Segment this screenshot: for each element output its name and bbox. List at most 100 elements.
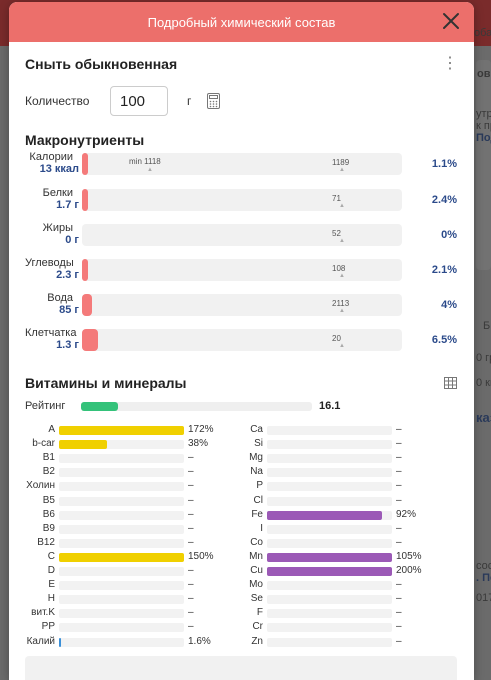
quantity-input[interactable] bbox=[110, 86, 168, 116]
more-options-icon[interactable]: ⋮ bbox=[442, 55, 458, 72]
nutrient-name: A bbox=[48, 424, 55, 435]
nutrient-percent: – bbox=[396, 452, 402, 464]
nutrient-row: Zn – bbox=[233, 636, 423, 649]
nutrient-name: Ca bbox=[250, 424, 263, 435]
nutrient-name: Zn bbox=[251, 635, 263, 647]
nutrient-name: F bbox=[256, 607, 263, 619]
nutrient-track bbox=[59, 581, 184, 591]
nutrient-percent: – bbox=[396, 480, 402, 492]
macro-percent: 2.4% bbox=[431, 194, 457, 206]
nutrient-track bbox=[267, 440, 392, 450]
nutrient-name: H bbox=[47, 593, 55, 605]
background-text: к пр bbox=[476, 120, 491, 132]
nutrient-track bbox=[267, 567, 392, 576]
nutrient-percent: – bbox=[188, 565, 194, 576]
rating-label: Рейтинг bbox=[25, 400, 66, 412]
macro-percent: 0% bbox=[441, 229, 457, 241]
close-button[interactable] bbox=[440, 10, 462, 32]
nutrient-name: Mn bbox=[249, 550, 263, 562]
macro-reference: 52 bbox=[332, 229, 341, 238]
calculator-icon[interactable] bbox=[207, 93, 221, 109]
bottom-card bbox=[25, 656, 457, 680]
background-text: утри bbox=[476, 108, 491, 120]
nutrient-name: B12 bbox=[37, 536, 55, 548]
nutrient-track bbox=[59, 538, 184, 548]
macro-name: Клетчатка bbox=[25, 327, 77, 339]
nutrient-row: B9 – bbox=[25, 523, 215, 536]
nutrient-row: Si – bbox=[233, 438, 423, 451]
nutrient-row: H – bbox=[25, 593, 215, 606]
nutrient-fill bbox=[59, 637, 61, 647]
macro-fill bbox=[82, 259, 88, 281]
nutrient-name: B1 bbox=[42, 452, 55, 464]
nutrient-row: PP – bbox=[25, 621, 215, 634]
macro-tick: ▲ bbox=[339, 308, 345, 314]
nutrient-row: A 172% bbox=[25, 424, 215, 437]
macro-track: 2113 ▲ bbox=[82, 294, 402, 316]
nutrient-row: Mn 105% bbox=[233, 551, 423, 564]
background-link[interactable]: Подр bbox=[476, 132, 491, 144]
background-card bbox=[476, 60, 491, 270]
nutrient-row: C 150% bbox=[25, 551, 215, 564]
nutrient-name: PP bbox=[41, 621, 55, 633]
background-link[interactable]: . По bbox=[476, 572, 491, 584]
macro-track: min 1118 ▲ 1189 ▲ bbox=[82, 153, 402, 175]
vitamins-header: Витамины и минералы bbox=[25, 375, 457, 391]
macro-row: Углеводы 2.3 г 108 ▲ 2.1% bbox=[25, 256, 457, 284]
nutrient-name: Se bbox=[250, 593, 263, 605]
macro-name: Белки bbox=[42, 187, 73, 199]
macro-row: Клетчатка 1.3 г 20 ▲ 6.5% bbox=[25, 326, 457, 354]
vitamins-heading: Витамины и минералы bbox=[25, 375, 187, 391]
nutrient-percent: – bbox=[188, 508, 194, 520]
nutrient-track bbox=[267, 609, 392, 619]
macro-tick: ▲ bbox=[339, 203, 345, 209]
nutrient-percent: – bbox=[396, 579, 402, 591]
macro-track: 52 ▲ bbox=[82, 224, 402, 246]
nutrient-percent: 105% bbox=[396, 550, 422, 562]
macro-min-label: min 1118 bbox=[129, 157, 161, 166]
nutrient-name: C bbox=[47, 550, 55, 562]
macro-row: Жиры 0 г 52 ▲ 0% bbox=[25, 221, 457, 249]
nutrient-track bbox=[59, 510, 184, 520]
nutrient-percent: – bbox=[396, 438, 402, 450]
nutrient-track bbox=[59, 595, 184, 605]
background-text: обав bbox=[474, 27, 491, 39]
nutrient-percent: 92% bbox=[396, 508, 417, 520]
nutrient-track bbox=[267, 538, 392, 548]
nutrient-fill bbox=[59, 426, 184, 435]
nutrient-percent: – bbox=[396, 466, 402, 478]
macro-reference: 71 bbox=[332, 194, 341, 203]
macro-fill bbox=[82, 294, 92, 316]
macro-fill bbox=[82, 189, 88, 211]
background-link[interactable]: каз bbox=[476, 410, 491, 425]
macro-reference: 20 bbox=[332, 334, 341, 343]
rating-fill bbox=[81, 402, 119, 411]
nutrient-name: Cr bbox=[252, 621, 263, 633]
nutrient-name: B9 bbox=[42, 522, 55, 534]
nutrient-percent: – bbox=[188, 579, 194, 591]
nutrient-fill bbox=[267, 552, 392, 562]
nutrient-percent: – bbox=[396, 607, 402, 619]
nutrient-row: I – bbox=[233, 523, 423, 536]
nutrient-percent: – bbox=[396, 621, 402, 633]
nutrient-percent: – bbox=[188, 494, 194, 506]
macro-tick: ▲ bbox=[339, 343, 345, 349]
nutrient-percent: – bbox=[188, 593, 194, 605]
background-text: сост bbox=[476, 560, 491, 572]
nutrient-percent: – bbox=[188, 607, 194, 619]
nutrient-track bbox=[267, 552, 392, 562]
macro-percent: 6.5% bbox=[431, 334, 457, 346]
nutrient-percent: 200% bbox=[396, 565, 422, 576]
macro-value: 2.3 г bbox=[56, 269, 79, 281]
nutrient-track bbox=[267, 595, 392, 605]
nutrient-row: Na – bbox=[233, 466, 423, 479]
macro-name: Углеводы bbox=[25, 257, 74, 269]
macro-name: Калории bbox=[29, 151, 73, 163]
nutrient-row: E – bbox=[25, 579, 215, 592]
rating-track bbox=[81, 402, 312, 411]
table-view-icon[interactable] bbox=[444, 377, 457, 389]
macro-tick: ▲ bbox=[339, 238, 345, 244]
nutrient-track bbox=[267, 524, 392, 534]
food-title: Сныть обыкновенная bbox=[25, 56, 178, 72]
nutrient-row: Cl – bbox=[233, 495, 423, 508]
